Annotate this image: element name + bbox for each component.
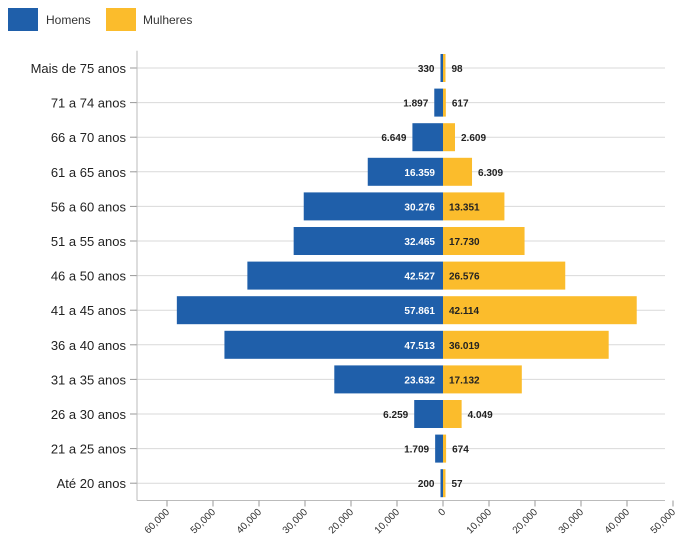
bar-mulheres [443, 330, 609, 359]
value-label-mulheres: 4.049 [468, 410, 493, 421]
category-label: 51 a 55 anos [51, 234, 127, 249]
bar-homens [176, 296, 443, 325]
bar-homens [224, 330, 443, 359]
category-label: 36 a 40 anos [51, 338, 127, 353]
value-label-mulheres: 6.309 [478, 168, 503, 179]
category-label: 46 a 50 anos [51, 269, 127, 284]
bar-mulheres [443, 54, 446, 82]
bar-mulheres [443, 227, 525, 255]
x-tick-label: 10,000 [465, 507, 495, 537]
category-label: 26 a 30 anos [51, 407, 127, 422]
value-labels: 330 98 1.897 617 6.649 2.609 16.359 6.309 30.276… [381, 64, 503, 490]
bar-homens [440, 469, 443, 498]
value-label-mulheres: 98 [452, 64, 464, 75]
bar-homens [435, 434, 443, 463]
category-label: 61 a 65 anos [51, 165, 127, 180]
value-label-mulheres: 17.730 [449, 237, 480, 248]
category-label: Até 20 anos [57, 476, 127, 491]
value-label-homens: 42.527 [404, 272, 435, 283]
bar-mulheres [443, 365, 522, 394]
bar-homens [434, 88, 443, 117]
bar-homens [334, 365, 443, 394]
category-label: 66 a 70 anos [51, 130, 127, 145]
bar-homens [367, 157, 443, 186]
bars [176, 54, 637, 498]
x-tick-label: 30,000 [557, 507, 587, 537]
bar-homens [440, 54, 443, 82]
value-label-homens: 6.259 [383, 410, 408, 421]
x-tick-label: 20,000 [327, 507, 357, 537]
x-tick-label: 10,000 [373, 507, 403, 537]
value-label-mulheres: 26.576 [449, 272, 480, 283]
value-label-homens: 16.359 [404, 168, 435, 179]
value-label-mulheres: 674 [452, 445, 469, 456]
x-tick-label: 40,000 [235, 507, 265, 537]
value-label-mulheres: 2.609 [461, 133, 486, 144]
value-label-homens: 32.465 [404, 237, 435, 248]
value-label-mulheres: 36.019 [449, 341, 480, 352]
x-tick-label: 50,000 [649, 507, 679, 537]
x-tick-label: 0 [436, 507, 448, 519]
bar-homens [303, 192, 443, 221]
x-axis: 60,000 50,000 40,000 30,000 20,000 10,000 0 10,… [137, 500, 679, 537]
value-label-mulheres: 57 [452, 479, 464, 490]
value-label-homens: 200 [418, 479, 435, 490]
value-label-homens: 6.649 [381, 133, 406, 144]
bar-mulheres [443, 400, 462, 428]
value-label-mulheres: 17.132 [449, 375, 480, 386]
x-tick-label: 40,000 [603, 507, 633, 537]
bar-homens [247, 261, 443, 290]
bar-mulheres [443, 469, 446, 498]
value-label-homens: 47.513 [404, 341, 435, 352]
legend-label-homens: Homens [46, 13, 91, 27]
value-label-homens: 23.632 [404, 375, 435, 386]
bar-homens [414, 400, 443, 428]
legend-label-mulheres: Mulheres [143, 13, 192, 27]
x-tick-label: 20,000 [511, 507, 541, 537]
value-label-mulheres: 42.114 [449, 306, 479, 317]
bar-mulheres [443, 88, 446, 117]
category-label: 31 a 35 anos [51, 372, 127, 387]
bar-mulheres [443, 157, 473, 186]
category-label: 56 a 60 anos [51, 199, 127, 214]
value-label-homens: 30.276 [404, 202, 435, 213]
category-label: 41 a 45 anos [51, 303, 127, 318]
bar-mulheres [443, 434, 447, 463]
value-label-homens: 1.897 [403, 99, 428, 110]
value-label-mulheres: 617 [452, 99, 469, 110]
category-label: 71 a 74 anos [51, 96, 127, 111]
category-label: 21 a 25 anos [51, 442, 127, 457]
x-tick-label: 30,000 [281, 507, 311, 537]
bar-mulheres [443, 123, 456, 152]
bar-homens [412, 123, 443, 152]
bar-mulheres [443, 296, 637, 325]
value-label-mulheres: 13.351 [449, 202, 480, 213]
bar-mulheres [443, 192, 505, 221]
category-label: Mais de 75 anos [31, 61, 127, 76]
bar-mulheres [443, 261, 566, 290]
legend: Homens Mulheres [8, 8, 192, 31]
value-label-homens: 57.861 [404, 306, 435, 317]
x-tick-label: 60,000 [143, 507, 173, 537]
bar-homens [293, 227, 443, 255]
value-label-homens: 1.709 [404, 445, 429, 456]
legend-swatch-mulheres [106, 8, 136, 31]
legend-swatch-homens [8, 8, 38, 31]
x-tick-label: 50,000 [189, 507, 219, 537]
value-label-homens: 330 [418, 64, 435, 75]
category-labels: Mais de 75 anos 71 a 74 anos 66 a 70 anos 6… [31, 61, 127, 491]
